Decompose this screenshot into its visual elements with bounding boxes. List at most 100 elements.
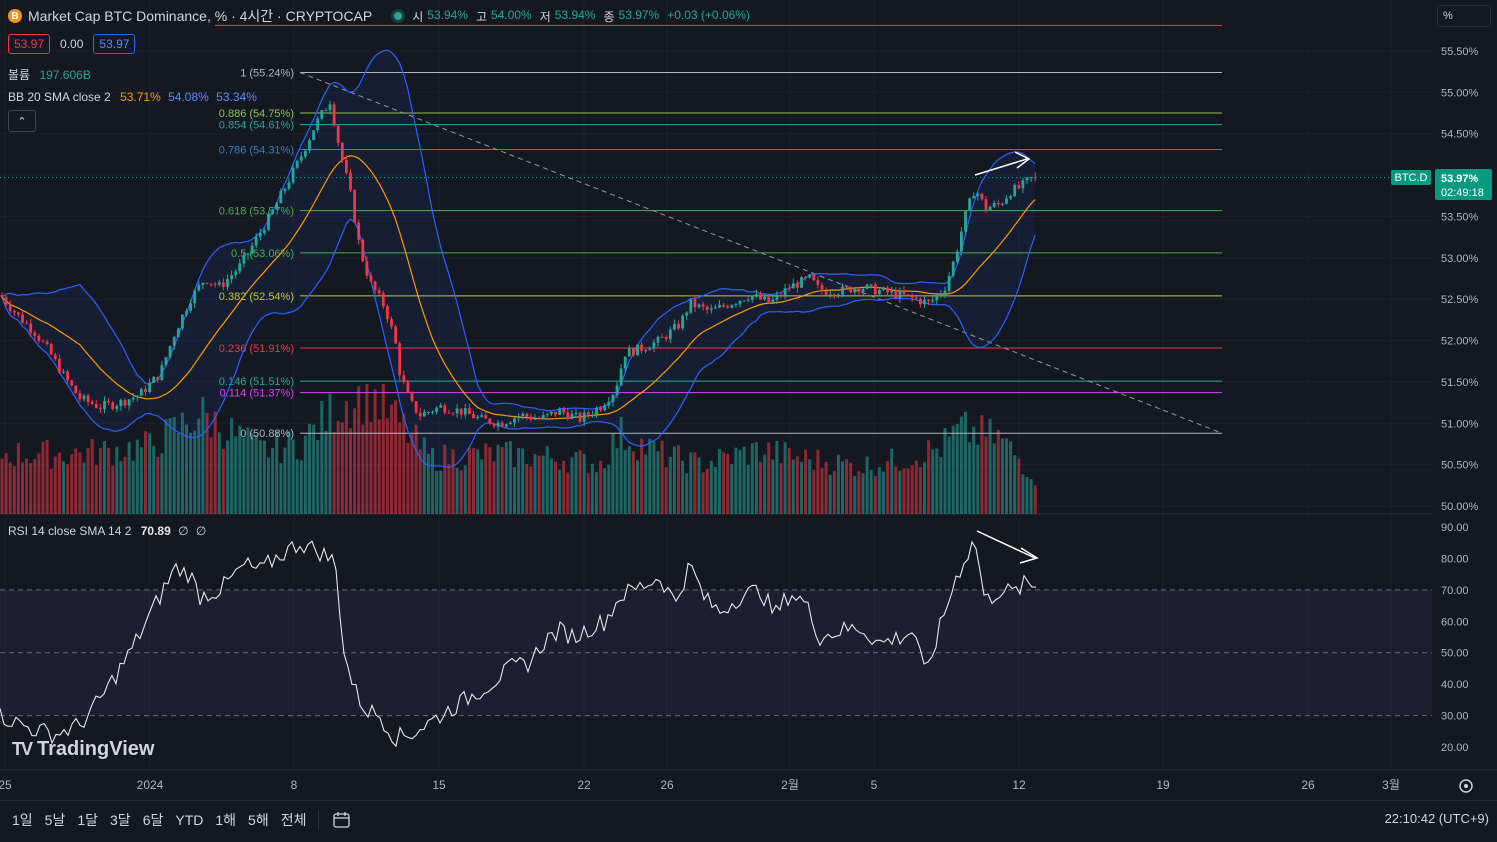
candle-body (517, 415, 520, 419)
volume-legend[interactable]: 볼륨 197.606B (8, 66, 91, 83)
volume-bar (582, 453, 586, 514)
candle-body (767, 297, 771, 303)
volume-bar (779, 463, 783, 514)
volume-bar (521, 448, 525, 514)
clock[interactable]: 22:10:42 (UTC+9) (1384, 811, 1489, 826)
volume-bar (435, 470, 439, 514)
chevron-up-icon: ⌃ (17, 115, 27, 128)
volume-bar (955, 424, 959, 514)
collapse-legend-button[interactable]: ⌃ (8, 110, 36, 132)
price-axis-tick: 54.50% (1441, 129, 1479, 141)
candle-body (841, 286, 844, 295)
timeframe-1m[interactable]: 1달 (77, 811, 99, 828)
timeframe-ytd[interactable]: YTD (175, 811, 204, 828)
volume-bar (365, 384, 369, 514)
candle-body (185, 310, 188, 315)
timeframe-5y[interactable]: 5해 (248, 811, 269, 828)
candle-body (140, 388, 143, 396)
timeframe-3m[interactable]: 3달 (110, 811, 131, 828)
volume-bar (738, 449, 742, 514)
sell-price-button[interactable]: 53.97 (8, 34, 51, 54)
candle-body (960, 231, 963, 252)
volume-bar (681, 460, 685, 514)
timeframe-all[interactable]: 전체 (280, 811, 307, 828)
candle-body (131, 397, 135, 400)
candle-body (742, 300, 746, 302)
volume-bar (898, 470, 902, 514)
price-arrow-line (974, 158, 1028, 176)
timeframe-1y[interactable]: 1해 (215, 811, 237, 828)
volume-bar (832, 471, 836, 514)
candle-body (943, 290, 947, 294)
candle-body (964, 210, 967, 232)
candle-body (115, 406, 119, 409)
volume-bar (78, 452, 82, 514)
candle-body (750, 295, 754, 300)
volume-bar (254, 434, 258, 514)
candlesticks (0, 100, 1037, 432)
candle-body (611, 394, 615, 402)
volume-bar (1029, 479, 1033, 514)
rsi-legend[interactable]: RSI 14 close SMA 14 2 70.89 ∅ ∅ (8, 524, 206, 538)
candle-body (832, 294, 836, 296)
candle-body (193, 290, 197, 304)
volume-bar (402, 413, 406, 514)
volume-bar (828, 474, 832, 514)
volume-bar (324, 430, 328, 514)
ohlc-open-label: 시 (412, 9, 424, 24)
volume-bar (492, 461, 496, 514)
candle-body (603, 405, 607, 411)
volume-bar (447, 464, 451, 514)
candle-body (152, 376, 156, 383)
symbol-title[interactable]: Market Cap BTC Dominance, % · 4시간 · CRYP… (28, 8, 373, 24)
candle-body (99, 407, 102, 409)
volume-bar (349, 428, 352, 514)
candle-body (656, 336, 660, 343)
bottom-toolbar: 1일 5날 1달 3달 6달 YTD 1해 5해 전체 22:10:42 (UT… (0, 800, 1497, 838)
candle-body (923, 299, 926, 305)
timeframe-6m[interactable]: 6달 (142, 811, 164, 828)
volume-bar (529, 466, 533, 514)
candle-body (828, 294, 832, 296)
candle-body (398, 343, 402, 376)
volume-bar (590, 463, 594, 514)
fib-level-label: 0.786 (54.31%) (219, 144, 294, 156)
candle-body (504, 424, 508, 427)
buy-price-button[interactable]: 53.97 (93, 34, 136, 54)
candle-body (148, 382, 151, 393)
volume-bar (718, 449, 721, 514)
rsi-axis-tick: 90.00 (1441, 522, 1469, 534)
candle-body (410, 392, 414, 402)
date-range-icon[interactable] (331, 810, 353, 830)
volume-bars (0, 384, 1037, 514)
volume-bar (734, 447, 738, 514)
volume-bar (472, 448, 475, 514)
volume-bar (808, 459, 812, 514)
volume-bar (845, 459, 849, 514)
volume-bar (414, 424, 418, 514)
candle-body (582, 412, 586, 422)
volume-bar (853, 475, 857, 514)
candle-body (861, 288, 865, 292)
candle-body (820, 284, 824, 292)
timeframe-5d[interactable]: 5날 (44, 811, 66, 828)
candle-body (595, 408, 598, 415)
volume-bar (406, 442, 410, 514)
candle-body (369, 275, 373, 282)
gear-icon[interactable] (1459, 779, 1473, 793)
candle-body (279, 191, 283, 204)
candle-body (181, 314, 184, 329)
price-axis-tick: 51.50% (1441, 377, 1479, 389)
market-status-icon[interactable] (394, 12, 403, 20)
fib-level-label: 0.618 (53.57%) (219, 206, 294, 218)
gear-icon-ring (1459, 779, 1473, 793)
candle-body (919, 298, 922, 305)
volume-bar (62, 461, 65, 514)
timeframe-1d[interactable]: 1일 (12, 811, 33, 828)
candle-body (12, 310, 16, 313)
bb-legend[interactable]: BB 20 SMA close 2 53.71% 54.08% 53.34% (8, 90, 257, 104)
price-unit-box[interactable]: % (1437, 5, 1491, 27)
volume-bar (611, 433, 615, 514)
